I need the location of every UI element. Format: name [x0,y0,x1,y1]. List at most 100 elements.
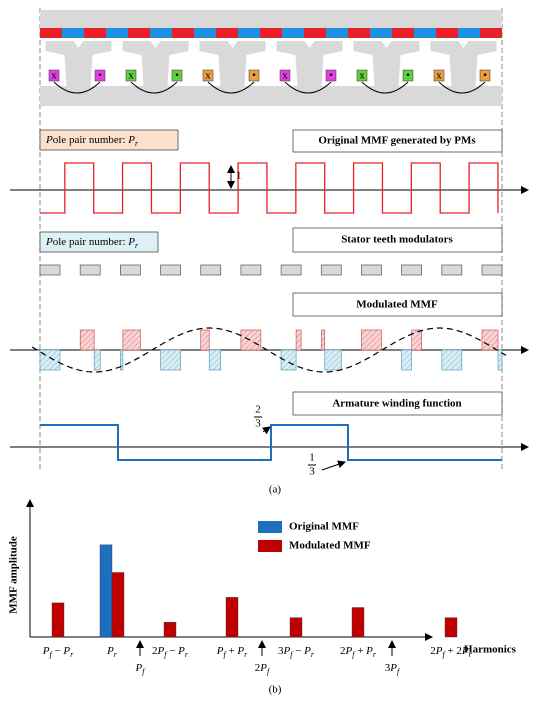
coil-side [479,69,491,82]
bar [289,617,303,638]
modulated-segment [441,349,463,371]
stator-yoke [40,86,502,106]
caption: (a) [269,484,282,496]
coil-mark: x [436,70,442,82]
title: Original MMF generated by PMs [318,135,476,147]
legend-label: Original MMF [289,521,359,533]
x-tick-label: 2Pf [255,662,271,677]
magnet [282,28,304,38]
magnet [480,28,502,38]
x-axis-label: Harmonics [464,644,517,656]
coil-mark: x [205,70,211,82]
stator-tooth [353,41,420,86]
modulator [120,264,141,276]
end-winding [130,81,178,94]
modulated-segment [93,349,101,371]
pm-mmf-wave [40,162,499,214]
legend-swatch [258,540,282,552]
modulator [441,264,463,276]
coil-mark: x [359,70,365,82]
title: Armature winding function [332,398,461,410]
rotor-yoke [40,10,502,28]
x-tick-label: Pf + Pr [216,645,248,660]
coil-mark: x [128,70,134,82]
modulated-segment [122,329,141,351]
x-tick-label: Pf [135,662,147,677]
title: Modulated MMF [356,299,438,311]
modulator [200,264,222,276]
bar [225,597,239,638]
magnet [216,28,238,38]
magnet [436,28,458,38]
magnet [128,28,150,38]
coil-side [279,69,291,82]
coil-mark: x [282,70,288,82]
title-box [292,391,503,416]
modulator [160,264,181,276]
modulated-segment [79,329,95,351]
coil-mark: • [329,70,333,82]
magnet [370,28,392,38]
coil-mark: • [252,70,256,82]
magnet [84,28,106,38]
legend-swatch [258,521,282,533]
coil-mark: • [483,70,487,82]
stator-tooth [276,41,343,86]
pole-label: Pole pair number: Pr [45,134,139,149]
magnet [150,28,172,38]
y-axis-label: MMF amplitude [8,536,20,614]
modulated-segment [160,349,181,371]
fundamental-wave [31,327,507,373]
magnet [40,28,62,38]
figure-a: x • x • x • x • x • x • Pole pair number: Pr Original… [10,8,529,496]
x-tick-label: Pr [106,645,118,660]
stator-tooth [45,41,112,86]
coil-side [125,69,137,82]
magnet [260,28,282,38]
coil-mark: • [406,70,410,82]
end-winding [361,81,409,94]
coil-side [248,69,260,82]
bar [51,602,65,638]
pole-label: Pole pair number: Pr [45,236,139,251]
modulator [79,264,101,276]
bar [351,607,365,638]
modulated-segment [401,349,412,371]
modulated-segment [411,329,422,351]
coil-side [94,69,106,82]
modulated-segment [208,349,222,371]
end-winding [207,81,255,94]
coil-mark: • [175,70,179,82]
magnet [458,28,480,38]
title-box [292,227,503,253]
coil-side [48,69,60,82]
coil-side [171,69,183,82]
magnet [326,28,348,38]
modulated-segment [200,329,210,351]
bar [99,544,113,638]
magnet [172,28,194,38]
figure-b: MMF amplitude Harmonics (b) Pf − Pr Pr Pf 2Pf … [8,499,517,696]
stator-tooth [430,41,497,86]
title-box [292,292,503,317]
magnet [62,28,84,38]
magnet [348,28,370,38]
x-tick-label: 3Pf − Pr [278,645,315,660]
coil-side [325,69,337,82]
x-tick-label: 2Pf + 2Pr [430,645,472,660]
level-arrow [261,426,271,435]
title-box [292,129,503,153]
magnet [106,28,128,38]
coil-side [402,69,414,82]
x-tick-label: 2Pf − Pr [152,645,189,660]
winding-function [40,424,502,461]
magnet [194,28,216,38]
stator-tooth [122,41,189,86]
modulator [39,264,61,276]
modulated-segment [481,329,499,351]
fraction-num: 2 [255,404,261,416]
end-winding [284,81,332,94]
magnet [304,28,326,38]
